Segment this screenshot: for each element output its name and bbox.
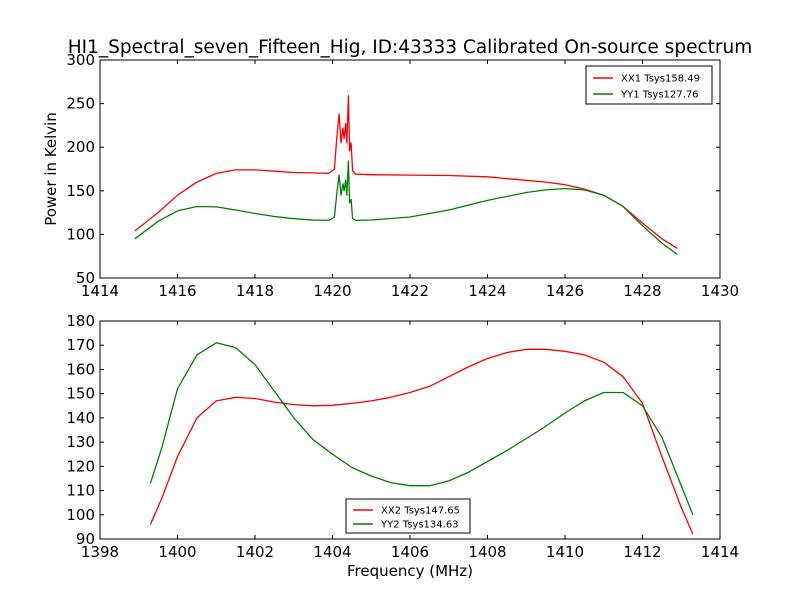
- x-tick-label: 1418: [236, 282, 274, 300]
- x-axis-label: Frequency (MHz): [347, 562, 473, 580]
- x-tick-label: 1428: [623, 282, 661, 300]
- legend: XX1 Tsys158.49 YY1 Tsys127.76: [585, 65, 713, 105]
- legend-label: YY1 Tsys127.76: [620, 90, 699, 101]
- y-axis-label: Power in Kelvin: [42, 112, 60, 226]
- y-tick-label: 150: [66, 182, 95, 200]
- x-tick-label: 1422: [391, 282, 429, 300]
- y-tick-label: 300: [66, 51, 95, 69]
- x-tick-label: 1414: [701, 543, 739, 561]
- legend-box: [585, 65, 713, 105]
- y-tick-label: 50: [76, 269, 95, 287]
- y-tick-label: 140: [66, 409, 95, 427]
- bottom-chart-axes: 1398 1400 1402 1404 1406 1408 1410 1412 1414 90 10…: [66, 312, 739, 580]
- x-tick-label: 1406: [391, 543, 429, 561]
- legend: XX2 Tsys147.65 YY2 Tsys134.63: [345, 498, 471, 534]
- legend-label: XX1 Tsys158.49: [621, 74, 700, 85]
- series-line-1: [134, 95, 678, 249]
- x-tick-label: 1398: [81, 543, 119, 561]
- x-tick-label: 1402: [236, 543, 274, 561]
- series-line-2: [134, 160, 678, 256]
- x-tick-label: 1426: [546, 282, 584, 300]
- y-tick-label: 170: [66, 336, 95, 354]
- chart-title: HI1_Spectral_seven_Fifteen_Hig, ID:43333…: [68, 37, 752, 58]
- x-tick-label: 1416: [158, 282, 196, 300]
- legend-box: [345, 498, 471, 534]
- legend-label: YY2 Tsys134.63: [380, 520, 459, 531]
- x-tick-label: 1404: [313, 543, 351, 561]
- x-tick-label: 1412: [623, 543, 661, 561]
- x-tick-label: 1424: [468, 282, 506, 300]
- x-tick-label: 1410: [546, 543, 584, 561]
- y-tick-label: 120: [66, 457, 95, 475]
- y-tick-label: 180: [66, 312, 95, 330]
- y-tick-label: 100: [66, 506, 95, 524]
- y-tick-label: 150: [66, 385, 95, 403]
- y-tick-label: 130: [66, 433, 95, 451]
- x-tick-label: 1420: [313, 282, 351, 300]
- top-chart-axes: 1414 1416 1418 1420 1422 1424 1426 1428 1430 50 10…: [42, 51, 739, 300]
- x-tick-label: 1400: [158, 543, 196, 561]
- y-tick-label: 110: [66, 482, 95, 500]
- series-line-2: [149, 342, 694, 516]
- legend-label: XX2 Tsys147.65: [381, 506, 460, 517]
- x-tick-label: 1408: [468, 543, 506, 561]
- x-tick-label: 1414: [81, 282, 119, 300]
- y-tick-label: 100: [66, 225, 95, 243]
- y-tick-label: 90: [76, 530, 95, 548]
- series-line-1: [149, 348, 694, 535]
- y-tick-label: 160: [66, 360, 95, 378]
- y-tick-label: 200: [66, 138, 95, 156]
- x-tick-label: 1430: [701, 282, 739, 300]
- y-tick-label: 250: [66, 95, 95, 113]
